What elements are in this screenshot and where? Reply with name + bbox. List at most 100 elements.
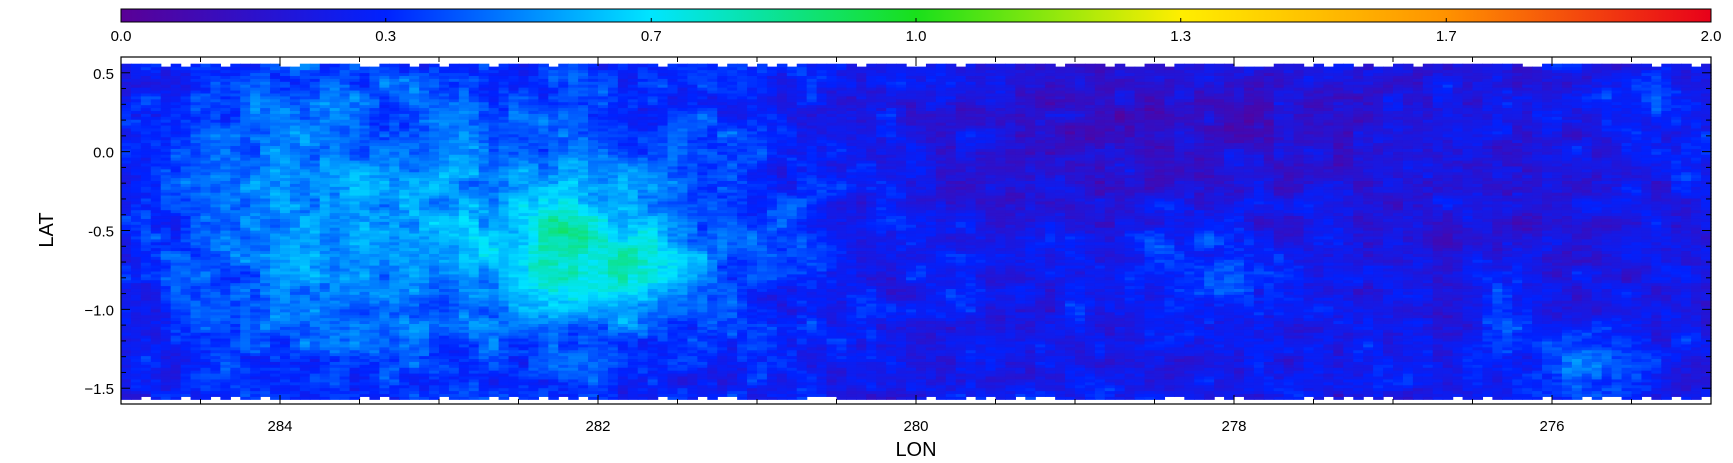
heatmap-cell (200, 133, 212, 138)
heatmap-cell (160, 116, 172, 120)
heatmap-cell (260, 326, 271, 330)
heatmap-cell (280, 200, 291, 205)
heatmap-cell (150, 373, 162, 377)
heatmap-cell (250, 197, 261, 202)
heatmap-cell (319, 358, 331, 362)
heatmap-cell (270, 104, 281, 109)
heatmap-cell (130, 302, 142, 307)
heatmap-cell (121, 349, 132, 354)
heatmap-cell (299, 311, 311, 316)
heatmap-cell (190, 192, 202, 196)
heatmap-cell (190, 349, 202, 354)
heatmap-cell (160, 174, 172, 179)
heatmap-cell (210, 276, 221, 281)
heatmap-cell (230, 370, 241, 374)
heatmap-cell (190, 387, 202, 392)
heatmap-cell (270, 285, 281, 289)
heatmap-cell (140, 142, 152, 147)
heatmap-cell (289, 95, 301, 100)
heatmap-cell (299, 160, 311, 164)
heatmap-cell (220, 393, 231, 397)
heatmap-cell (250, 355, 261, 360)
heatmap-cell (250, 247, 261, 252)
heatmap-cell (160, 270, 172, 275)
heatmap-cell (140, 247, 152, 252)
heatmap-cell (230, 142, 241, 147)
heatmap-cell (240, 393, 251, 397)
heatmap-cell (299, 189, 311, 193)
heatmap-cell (379, 63, 390, 68)
heatmap-cell (270, 165, 281, 170)
heatmap-cell (140, 305, 152, 310)
heatmap-cell (260, 291, 271, 295)
heatmap-cell (190, 81, 202, 85)
heatmap-cell (309, 352, 321, 357)
heatmap-cell (270, 75, 281, 79)
heatmap-cell (230, 154, 241, 158)
heatmap-cell (210, 78, 221, 82)
heatmap-cell (309, 192, 321, 196)
heatmap-cell (150, 300, 162, 304)
heatmap-cell (280, 186, 291, 190)
heatmap-cell (190, 212, 202, 217)
heatmap-cell (260, 101, 271, 106)
heatmap-cell (210, 171, 221, 176)
heatmap-cell (200, 288, 212, 292)
heatmap-cell (190, 107, 202, 111)
heatmap-cell (309, 308, 321, 313)
heatmap-cell (240, 317, 251, 322)
heatmap-cell (121, 343, 132, 348)
heatmap-cell (210, 218, 221, 222)
heatmap-cell (309, 262, 321, 266)
heatmap-cell (220, 297, 231, 301)
heatmap-cell (200, 361, 212, 365)
heatmap-cell (230, 209, 241, 214)
heatmap-cell (289, 364, 301, 368)
heatmap-cell (220, 197, 231, 202)
heatmap-cell (270, 381, 281, 386)
heatmap-cell (299, 302, 311, 307)
heatmap-cell (190, 373, 202, 377)
heatmap-cell (289, 361, 301, 365)
heatmap-cell (230, 311, 241, 316)
heatmap-cell (160, 256, 172, 260)
heatmap-cell (309, 381, 321, 386)
heatmap-cell (200, 343, 212, 348)
heatmap-cell (180, 323, 192, 327)
heatmap-cell (309, 197, 321, 202)
heatmap-cell (180, 247, 192, 252)
heatmap-cell (319, 183, 331, 187)
heatmap-cell (240, 335, 251, 339)
heatmap-cell (150, 69, 162, 74)
heatmap-cell (210, 253, 221, 257)
heatmap-cell (130, 314, 142, 319)
heatmap-cell (210, 364, 221, 368)
heatmap-cell (200, 124, 212, 129)
heatmap-cell (170, 209, 182, 214)
heatmap-cell (230, 267, 241, 272)
heatmap-cell (280, 151, 291, 155)
heatmap-cell (280, 294, 291, 298)
heatmap-cell (289, 113, 301, 117)
heatmap-cell (210, 370, 221, 374)
heatmap-cell (121, 119, 132, 123)
heatmap-cell (309, 81, 321, 85)
heatmap-cell (270, 142, 281, 147)
heatmap-cell (160, 104, 172, 109)
heatmap-cell (280, 130, 291, 135)
heatmap-cell (140, 390, 152, 395)
heatmap-cell (220, 151, 231, 155)
heatmap-cell (160, 119, 172, 123)
heatmap-cell (220, 270, 231, 275)
heatmap-cell (289, 262, 301, 266)
heatmap-cell (230, 355, 241, 360)
heatmap-cell (250, 69, 261, 74)
heatmap-cell (240, 343, 251, 348)
heatmap-cell (130, 300, 142, 304)
heatmap-cell (160, 78, 172, 82)
heatmap-cell (190, 116, 202, 120)
heatmap-cell (220, 186, 231, 190)
heatmap-cell (220, 279, 231, 284)
heatmap-cell (220, 101, 231, 106)
heatmap-cell (121, 66, 132, 71)
